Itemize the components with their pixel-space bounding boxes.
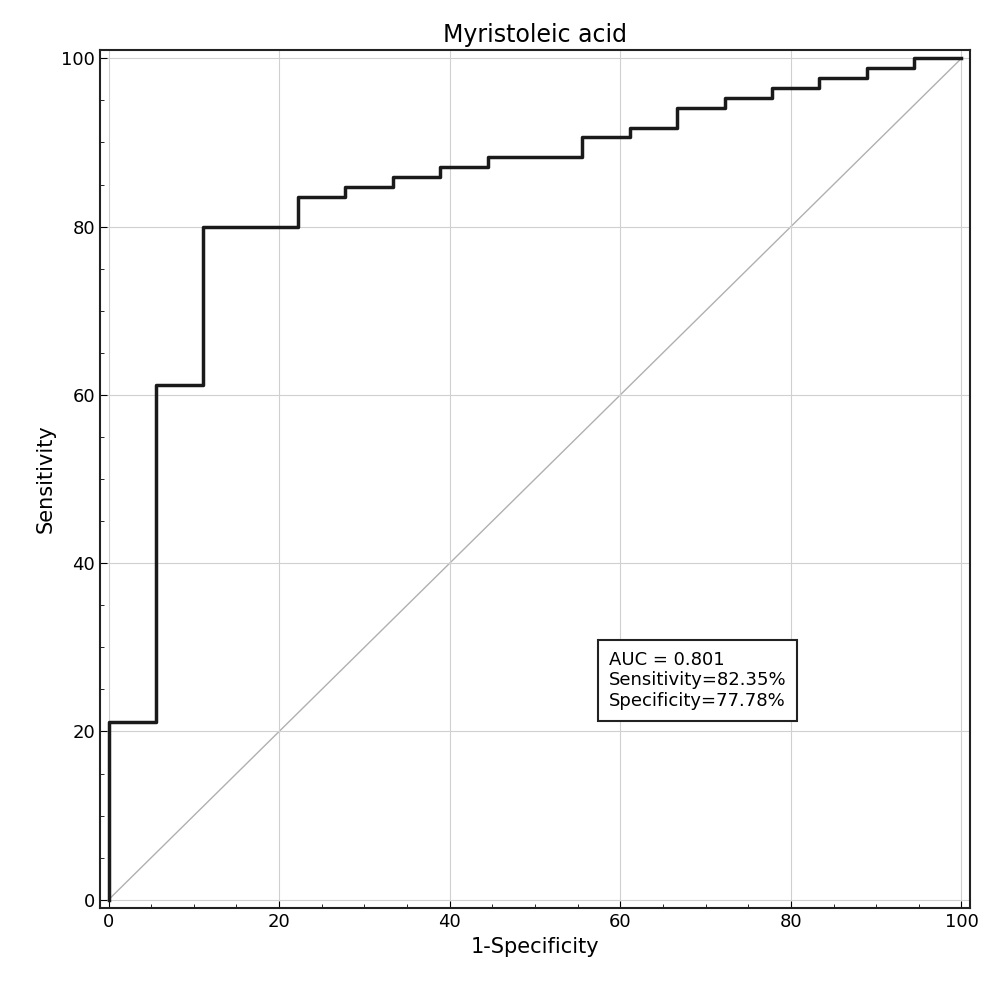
X-axis label: 1-Specificity: 1-Specificity: [471, 936, 599, 957]
Text: AUC = 0.801
Sensitivity=82.35%
Specificity=77.78%: AUC = 0.801 Sensitivity=82.35% Specifici…: [609, 651, 787, 711]
Y-axis label: Sensitivity: Sensitivity: [36, 425, 56, 533]
Title: Myristoleic acid: Myristoleic acid: [443, 23, 627, 47]
